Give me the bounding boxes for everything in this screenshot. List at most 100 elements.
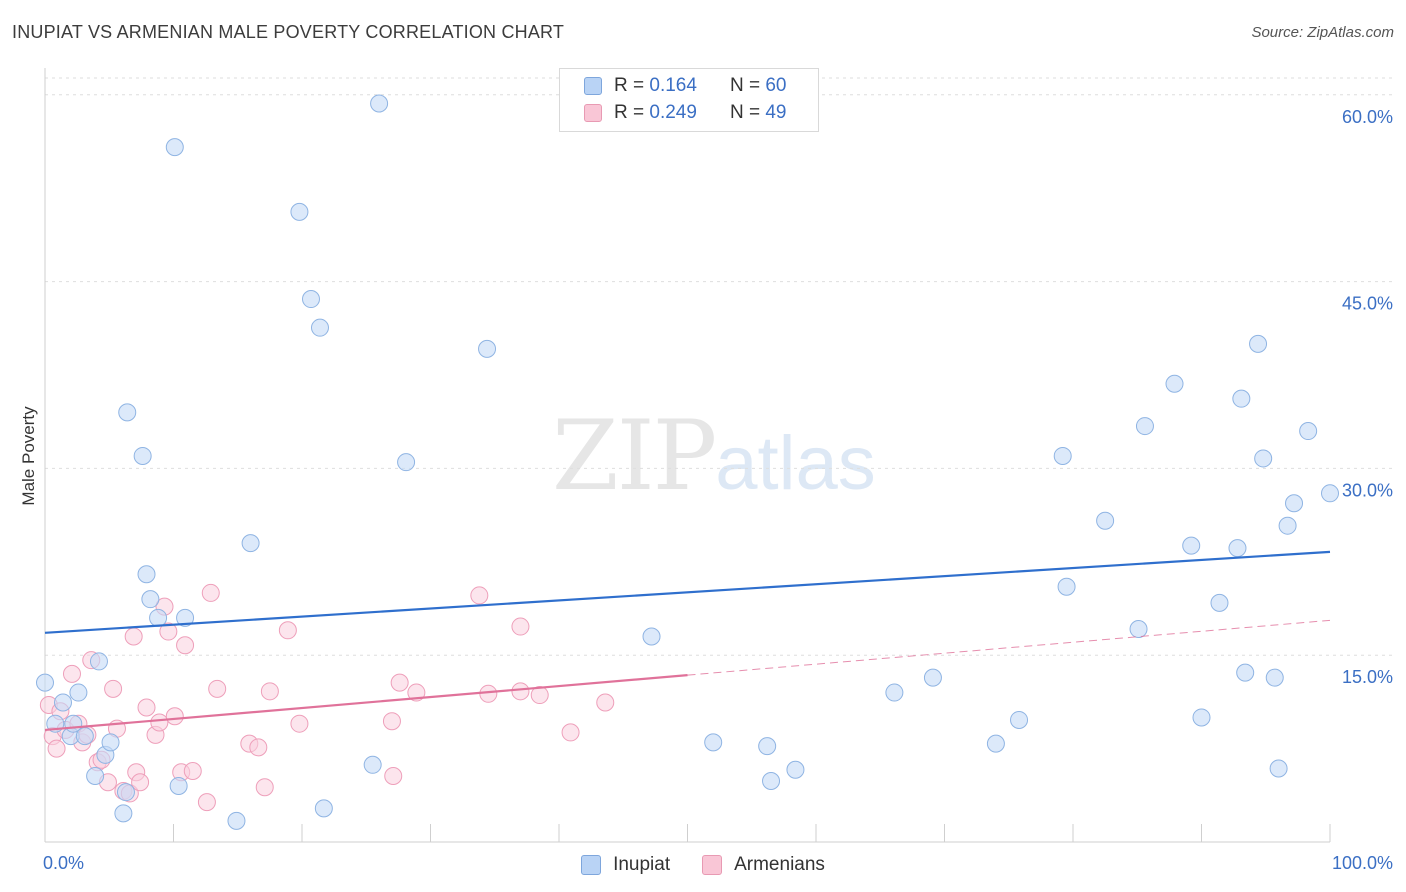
inupiat-point [1232, 389, 1251, 408]
armenians-point [197, 793, 216, 812]
inupiat-point [137, 565, 156, 584]
armenians-point [159, 622, 178, 641]
inupiat-point [176, 608, 195, 627]
armenians-point [131, 773, 150, 792]
series-swatch-inupiat [581, 855, 602, 875]
inupiat-point [290, 202, 309, 221]
inupiat-point [75, 727, 94, 746]
inupiat-point [1165, 374, 1184, 393]
armenians-point [62, 664, 81, 683]
armenians-point [479, 684, 498, 703]
armenians-point [260, 682, 279, 701]
inupiat-point [241, 534, 260, 553]
inupiat-point [141, 590, 160, 609]
inupiat-point [89, 652, 108, 671]
inupiat-point [704, 733, 723, 752]
inupiat-trend-line [44, 550, 1331, 634]
armenians-point [255, 778, 274, 797]
inupiat-point [1321, 484, 1339, 503]
legend-row-inupiat: R = 0.164 N = 60 [584, 73, 786, 99]
armenians-point [382, 712, 401, 731]
armenians-point [390, 673, 409, 692]
inupiat-point [314, 799, 333, 818]
legend-r-value: 0.164 [649, 75, 697, 96]
inupiat-point [1265, 668, 1284, 687]
series-legend-inupiat: Inupiat [581, 854, 670, 876]
armenians-point [384, 766, 403, 785]
inupiat-point [1269, 759, 1288, 778]
armenians-trend-extension [687, 619, 1331, 676]
inupiat-point [758, 737, 777, 756]
legend-swatch-armenians [584, 104, 602, 122]
watermark: ZIPatlas [552, 400, 876, 512]
inupiat-point [786, 760, 805, 779]
armenians-point [47, 739, 66, 758]
armenians-point [470, 586, 489, 605]
legend-r-label: R = [614, 102, 645, 123]
y-tick-label: 30.0% [1342, 480, 1393, 500]
inupiat-point [227, 811, 246, 830]
y-tick-label: 15.0% [1342, 667, 1393, 687]
inupiat-point [1285, 494, 1304, 513]
armenians-point [137, 698, 156, 717]
armenians-point [561, 723, 580, 742]
inupiat-point [149, 608, 168, 627]
armenians-point [290, 714, 309, 733]
inupiat-point [69, 683, 88, 702]
inupiat-point [1236, 663, 1255, 682]
inupiat-point [762, 771, 781, 790]
legend-r-label: R = [614, 75, 645, 96]
watermark-zip: ZIP [552, 400, 717, 512]
series-swatch-armenians [702, 855, 723, 875]
armenians-point [596, 693, 615, 712]
armenians-point [176, 636, 195, 655]
armenians-point [278, 621, 297, 640]
y-tick-label: 60.0% [1342, 107, 1393, 127]
inupiat-point [1057, 577, 1076, 596]
chart-source: Source: ZipAtlas.com [1251, 24, 1394, 41]
x-tick-label: 0.0% [43, 853, 84, 873]
armenians-point [183, 762, 202, 781]
legend-swatch-inupiat [584, 77, 602, 95]
armenians-point [511, 682, 530, 701]
armenians-point [208, 679, 227, 698]
inupiat-point [53, 693, 72, 712]
inupiat-point [923, 668, 942, 687]
inupiat-point [1192, 708, 1211, 727]
inupiat-point [165, 138, 184, 157]
armenians-point [124, 627, 143, 646]
inupiat-point [1135, 417, 1154, 436]
inupiat-point [1053, 446, 1072, 465]
inupiat-point [1249, 334, 1268, 353]
series-name-inupiat: Inupiat [613, 854, 671, 875]
inupiat-point [133, 446, 152, 465]
inupiat-point [1182, 536, 1201, 555]
series-legend-armenians: Armenians [702, 854, 825, 876]
inupiat-point [86, 766, 105, 785]
armenians-point [201, 583, 220, 602]
inupiat-point [1228, 539, 1247, 558]
inupiat-point [301, 290, 320, 309]
inupiat-point [1129, 620, 1148, 639]
inupiat-point [1096, 511, 1115, 530]
inupiat-point [397, 453, 416, 472]
correlation-legend: R = 0.164 N = 60 R = 0.249 N = 49 [559, 68, 819, 132]
series-name-armenians: Armenians [734, 854, 825, 875]
inupiat-point [363, 755, 382, 774]
legend-n-value: 49 [765, 102, 787, 123]
chart-title: INUPIAT VS ARMENIAN MALE POVERTY CORRELA… [12, 22, 565, 42]
inupiat-point [1210, 593, 1229, 612]
inupiat-point [1278, 516, 1297, 535]
inupiat-point [169, 776, 188, 795]
inupiat-point [36, 673, 54, 692]
inupiat-point [885, 683, 904, 702]
inupiat-point [1010, 710, 1029, 729]
legend-n-label: N = [729, 102, 761, 123]
y-axis-label: Male Poverty [19, 406, 38, 506]
armenians-trend-line [44, 674, 688, 732]
legend-row-armenians: R = 0.249 N = 49 [584, 100, 786, 126]
armenians-point [150, 713, 169, 732]
x-tick-label: 100.0% [1332, 853, 1393, 873]
legend-n-label: N = [729, 75, 761, 96]
